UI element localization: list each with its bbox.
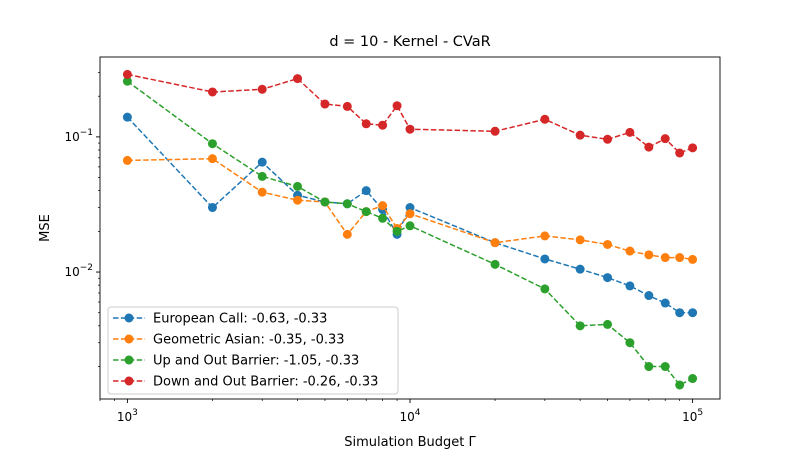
data-point (257, 157, 267, 167)
data-point (660, 362, 670, 372)
data-point (540, 284, 550, 294)
data-point (342, 199, 352, 209)
data-point (603, 273, 613, 283)
data-point (405, 124, 415, 134)
data-point (603, 239, 613, 249)
data-point (361, 207, 371, 217)
data-point (644, 142, 654, 152)
chart-title: d = 10 - Kernel - CVaR (329, 34, 490, 50)
data-point (342, 229, 352, 239)
data-point (122, 69, 132, 79)
series-group (122, 76, 698, 390)
data-point (293, 195, 303, 205)
data-point (575, 235, 585, 245)
data-point (378, 213, 388, 223)
y-axis-title: MSE (38, 214, 53, 242)
data-point (675, 148, 685, 158)
data-point (603, 134, 613, 144)
data-point (688, 308, 698, 318)
data-point (490, 259, 500, 269)
data-point (625, 127, 635, 137)
data-point (660, 253, 670, 263)
data-point (675, 380, 685, 390)
data-point (122, 76, 132, 86)
data-point (293, 181, 303, 191)
legend-swatch-marker (124, 376, 134, 386)
data-point (688, 143, 698, 153)
legend-label: Down and Out Barrier: -0.26, -0.33 (153, 375, 378, 390)
data-point (320, 99, 330, 109)
data-point (257, 171, 267, 181)
data-point (207, 203, 217, 213)
series-group (122, 69, 698, 158)
data-point (342, 101, 352, 111)
data-point (207, 154, 217, 164)
data-point (688, 254, 698, 264)
data-point (392, 226, 402, 236)
data-point (688, 374, 698, 384)
legend-label: Geometric Asian: -0.35, -0.33 (153, 333, 345, 348)
data-point (644, 250, 654, 260)
data-point (392, 101, 402, 111)
data-point (540, 114, 550, 124)
x-tick-label: 105 (682, 408, 703, 424)
data-point (660, 298, 670, 308)
data-point (490, 126, 500, 136)
axes-layer: 103 104 105 10−2 10−1 (64, 72, 703, 424)
data-point (207, 87, 217, 97)
data-point (378, 201, 388, 211)
data-point (207, 139, 217, 149)
legend-swatch-marker (124, 334, 134, 344)
data-point (625, 338, 635, 348)
series-layer (122, 69, 698, 390)
data-point (625, 246, 635, 256)
data-point (405, 203, 415, 213)
data-point (540, 254, 550, 264)
data-point (540, 231, 550, 241)
x-axis-title: Simulation Budget Γ (344, 435, 476, 450)
data-point (675, 253, 685, 263)
data-point (644, 291, 654, 301)
y-tick-label: 10−2 (64, 263, 93, 279)
data-point (575, 321, 585, 331)
data-point (644, 362, 654, 372)
y-tick-label: 10−1 (64, 128, 93, 144)
data-point (257, 84, 267, 94)
data-point (122, 112, 132, 122)
data-point (378, 120, 388, 130)
data-point (625, 281, 635, 291)
data-point (575, 130, 585, 140)
data-point (490, 238, 500, 248)
legend: European Call: -0.63, -0.33 Geometric Asi… (107, 306, 399, 395)
data-point (361, 119, 371, 129)
data-point (257, 187, 267, 197)
data-point (320, 197, 330, 207)
data-point (361, 186, 371, 196)
data-point (405, 221, 415, 231)
legend-swatch-marker (124, 313, 134, 323)
x-tick-label: 104 (399, 408, 420, 424)
data-point (293, 74, 303, 84)
x-tick-label: 103 (117, 408, 138, 424)
data-point (675, 308, 685, 318)
legend-label: European Call: -0.63, -0.33 (153, 312, 327, 327)
data-point (122, 155, 132, 165)
data-point (660, 134, 670, 144)
legend-swatch-marker (124, 355, 134, 365)
legend-label: Up and Out Barrier: -1.05, -0.33 (153, 354, 359, 369)
data-point (405, 209, 415, 219)
data-point (603, 319, 613, 329)
legend-box (107, 306, 399, 395)
data-point (575, 264, 585, 274)
